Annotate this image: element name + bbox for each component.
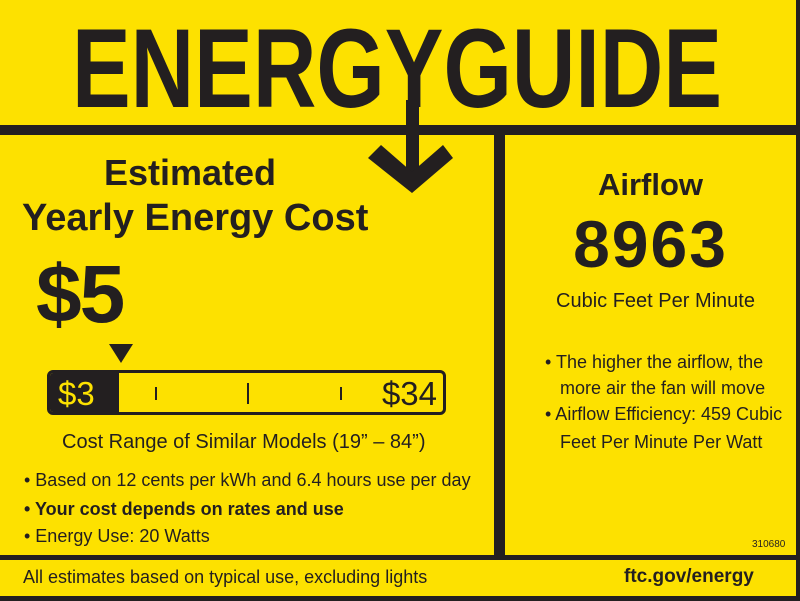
range-min: $3: [58, 375, 95, 412]
cost-range-bar: $3 $34: [47, 370, 446, 415]
cost-bullet: • Energy Use: 20 Watts: [24, 526, 210, 546]
energyguide-logo: ENERGYGUIDE: [72, 6, 722, 193]
yearly-cost-value: $5: [36, 249, 125, 340]
airflow-value: 8963: [573, 207, 728, 281]
label-code: 310680: [752, 539, 786, 550]
cost-heading-line1: Estimated: [103, 152, 277, 193]
column-divider: [494, 130, 505, 560]
header-divider: [0, 125, 800, 135]
title: ENERGYGUIDE: [72, 6, 722, 131]
airflow-heading: Airflow: [597, 167, 704, 202]
airflow-note: • The higher the airflow, the: [545, 352, 764, 372]
cost-position-marker-icon: [109, 344, 133, 363]
range-tick: [155, 387, 157, 400]
range-caption: Cost Range of Similar Models (19” – 84”): [62, 431, 426, 453]
range-tick: [340, 387, 342, 400]
cost-bullet: • Based on 12 cents per kWh and 6.4 hour…: [24, 470, 471, 490]
range-tick: [247, 383, 249, 404]
bottom-border: [0, 596, 800, 601]
ftc-website-link[interactable]: ftc.gov/energy: [624, 566, 754, 587]
right-border: [796, 0, 800, 601]
airflow-note: • Airflow Efficiency: 459 Cubic: [545, 404, 783, 424]
cost-range-fill: [50, 373, 119, 412]
cost-heading-line2: Yearly Energy Cost: [22, 197, 369, 239]
range-max: $34: [381, 375, 437, 412]
airflow-unit: Cubic Feet Per Minute: [556, 290, 755, 312]
footer-divider: [0, 555, 800, 560]
footer-disclaimer: All estimates based on typical use, excl…: [23, 567, 428, 587]
airflow-note: Feet Per Minute Per Watt: [560, 432, 763, 452]
airflow-note: more air the fan will move: [560, 378, 766, 398]
down-arrow-icon: [368, 100, 453, 193]
cost-bullet: • Your cost depends on rates and use: [24, 499, 344, 519]
